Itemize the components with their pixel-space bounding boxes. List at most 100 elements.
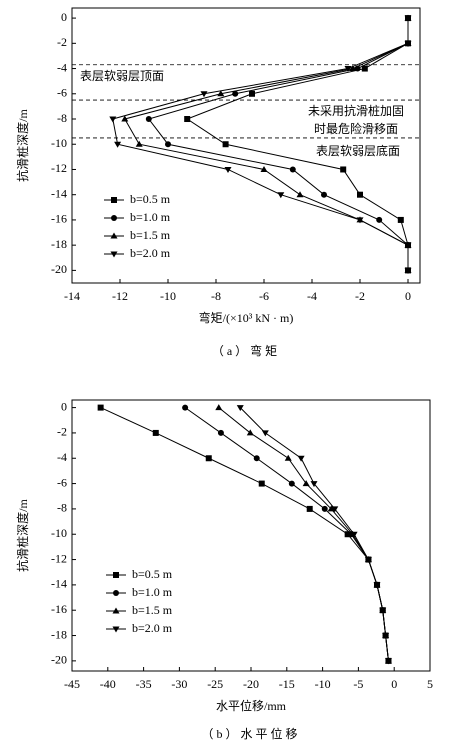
legend-marker — [113, 572, 119, 578]
y-tick-label: -4 — [57, 60, 67, 74]
y-axis-label: 抗滑桩深度/m — [15, 499, 30, 572]
x-tick-label: -25 — [207, 677, 223, 691]
x-tick-label: -40 — [100, 677, 116, 691]
data-point — [344, 531, 351, 538]
annotation: 表层软弱层顶面 — [80, 69, 164, 83]
data-point — [184, 116, 191, 123]
legend-label: b=2.0 m — [132, 621, 173, 635]
legend-marker — [111, 197, 117, 203]
data-point — [327, 505, 335, 512]
data-point — [109, 116, 117, 123]
legend-marker — [112, 626, 120, 633]
legend-marker — [110, 232, 118, 239]
data-point — [379, 607, 387, 614]
series-line — [184, 407, 389, 661]
data-point — [222, 141, 229, 148]
data-point — [376, 216, 383, 223]
x-tick-label: -35 — [136, 677, 152, 691]
data-point — [364, 557, 372, 564]
y-tick-label: -16 — [51, 212, 67, 226]
y-tick-label: -14 — [51, 186, 67, 200]
data-point — [296, 191, 304, 198]
y-tick-label: -12 — [51, 161, 67, 175]
data-point — [373, 582, 381, 589]
x-tick-label: -2 — [355, 289, 365, 303]
x-tick-label: -10 — [315, 677, 331, 691]
legend-marker — [111, 215, 117, 221]
data-point — [404, 40, 412, 47]
data-point — [217, 90, 225, 97]
annotation: 未采用抗滑桩加固 — [308, 103, 404, 118]
legend-marker — [110, 251, 118, 258]
y-tick-label: -8 — [57, 111, 67, 125]
data-point — [310, 481, 318, 488]
data-point — [382, 633, 390, 640]
series-line — [239, 407, 389, 661]
x-tick-label: -6 — [259, 289, 269, 303]
y-tick-label: -18 — [51, 237, 67, 251]
y-tick-label: -6 — [57, 475, 67, 489]
data-point — [145, 116, 152, 123]
data-point — [297, 455, 305, 462]
data-point — [321, 505, 328, 512]
data-point — [261, 430, 269, 437]
x-tick-label: -10 — [160, 289, 176, 303]
data-point — [258, 480, 265, 487]
data-point — [135, 140, 143, 147]
legend-marker — [113, 590, 119, 596]
data-point — [260, 165, 268, 172]
data-point — [152, 429, 159, 436]
legend-label: b=1.0 m — [132, 585, 173, 599]
data-point — [246, 429, 254, 436]
x-tick-label: -20 — [243, 677, 259, 691]
y-tick-label: -16 — [51, 602, 67, 616]
data-point — [200, 91, 208, 98]
data-point — [321, 191, 327, 198]
data-point — [249, 90, 255, 97]
data-point — [357, 191, 363, 198]
y-tick-label: -12 — [51, 551, 67, 565]
x-tick-label: 5 — [427, 677, 433, 691]
data-point — [404, 267, 412, 274]
legend-marker — [112, 607, 120, 614]
y-tick-label: -14 — [51, 577, 67, 591]
x-tick-label: -12 — [112, 289, 128, 303]
data-point — [289, 166, 296, 173]
x-tick-label: -15 — [279, 677, 295, 691]
x-axis-label: 水平位移/mm — [216, 698, 287, 713]
y-tick-label: -4 — [57, 450, 67, 464]
annotation: 时最危险滑移面 — [314, 121, 398, 136]
data-point — [302, 480, 310, 487]
series-line — [218, 407, 389, 661]
data-point — [277, 192, 285, 199]
plot-frame — [71, 399, 431, 672]
y-tick-label: -20 — [51, 262, 67, 276]
y-tick-label: -18 — [51, 627, 67, 641]
legend-label: b=0.5 m — [132, 567, 173, 581]
data-point — [97, 404, 104, 411]
data-point — [224, 166, 232, 173]
data-point — [350, 531, 358, 538]
y-tick-label: -20 — [51, 653, 67, 667]
x-tick-label: -45 — [64, 677, 80, 691]
x-tick-label: -5 — [353, 677, 363, 691]
legend-label: b=0.5 m — [130, 192, 171, 206]
data-point — [217, 429, 224, 436]
y-tick-label: 0 — [61, 10, 67, 24]
data-point — [215, 404, 223, 411]
y-tick-label: -2 — [57, 425, 67, 439]
data-point — [232, 90, 239, 97]
data-point — [404, 242, 412, 249]
plot-frame — [71, 7, 421, 284]
x-tick-label: -14 — [64, 289, 80, 303]
data-point — [361, 65, 368, 72]
caption: （a）弯矩 — [212, 343, 280, 358]
data-point — [284, 454, 292, 461]
y-axis-label: 抗滑桩深度/m — [15, 109, 30, 182]
data-point — [349, 65, 357, 72]
legend-label: b=1.5 m — [130, 228, 171, 242]
data-point — [205, 455, 212, 462]
data-point — [331, 506, 339, 513]
data-point — [165, 141, 171, 148]
data-point — [121, 115, 129, 122]
